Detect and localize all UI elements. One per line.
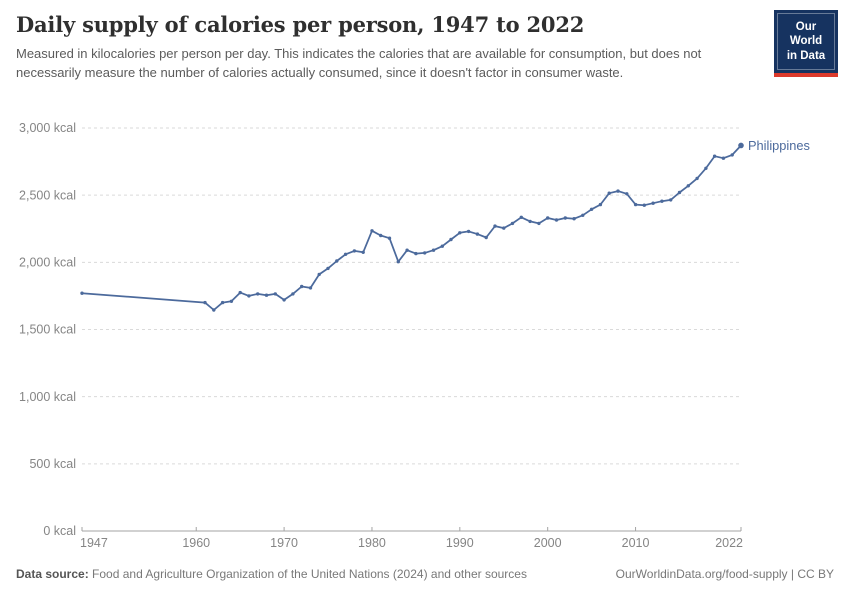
data-point [537,221,541,226]
x-tick-label: 1947 [80,536,108,550]
data-point [589,207,594,211]
data-point [229,299,234,303]
data-point [642,203,646,207]
x-tick-label: 1980 [358,536,386,550]
data-point [256,292,260,296]
data-point [247,294,251,298]
x-tick-label: 1990 [446,536,474,550]
data-source-label: Data source: [16,567,89,581]
data-point [677,190,682,195]
x-tick-label: 1970 [270,536,298,550]
data-point [317,272,321,277]
data-point [493,224,497,228]
data-point [458,231,462,235]
data-point [282,298,286,302]
data-point [326,266,330,271]
data-point [581,213,585,217]
data-point [466,229,471,234]
data-point [220,300,225,305]
data-point [387,236,392,240]
data-point [704,166,708,170]
data-point [343,252,348,256]
x-tick-label: 1960 [182,536,210,550]
y-tick-label: 0 kcal [43,524,76,538]
chart-footer: Data source: Food and Agriculture Organi… [16,567,834,581]
data-point [308,286,313,290]
data-point [352,249,357,253]
data-point [203,300,207,305]
y-tick-label: 2,000 kcal [19,256,76,270]
y-tick-label: 1,500 kcal [19,323,76,337]
data-point [502,226,506,230]
data-point [730,153,734,157]
data-point [423,251,427,255]
data-point [238,290,242,295]
data-point [695,176,699,181]
data-source-note: Data source: Food and Agriculture Organi… [16,567,527,581]
data-endpoint-dot [738,142,744,149]
data-point [212,308,216,312]
data-point [563,216,567,220]
series-label-philippines[interactable]: Philippines [748,138,810,153]
data-point [528,219,532,224]
data-point [554,218,559,222]
y-tick-label: 2,500 kcal [19,188,76,202]
y-tick-label: 500 kcal [29,457,76,471]
data-point [484,235,488,240]
data-point [712,154,717,158]
data-point [379,233,383,238]
owid-logo-text: Our World in Data [774,10,838,74]
data-point [572,217,576,221]
data-point [431,248,436,252]
data-point [273,292,277,296]
data-point [405,248,409,252]
data-point [264,293,269,297]
owid-logo-line2: in Data [786,49,826,62]
data-point [80,291,84,295]
data-point [651,201,655,205]
owid-logo-line1: Our World [789,21,823,48]
data-point [361,250,365,254]
data-point [598,202,603,207]
owid-logo[interactable]: Our World in Data [774,10,838,78]
data-line-philippines [81,144,742,311]
owid-logo-red-bar [774,73,838,78]
data-point [510,221,515,226]
data-point [633,202,638,207]
data-point [721,156,726,160]
data-point [669,198,673,202]
data-point [616,189,620,193]
chart-header: Daily supply of calories per person, 194… [16,10,838,82]
data-source-text: Food and Agriculture Organization of the… [88,567,527,581]
data-point [607,191,611,195]
y-tick-label: 3,000 kcal [19,121,76,135]
data-point [519,215,523,219]
data-point [370,229,374,233]
data-point [440,244,444,248]
x-tick-label: 2000 [534,536,562,550]
data-point [291,292,295,296]
data-point [686,184,690,188]
data-point [414,251,418,256]
x-tick-label: 2010 [622,536,650,550]
data-point [335,259,339,263]
data-point [449,237,453,242]
x-tick-label: 2022 [715,536,743,550]
chart-title: Daily supply of calories per person, 194… [16,12,585,37]
data-point [625,192,629,196]
chart-subtitle: Measured in kilocalories per person per … [16,46,702,80]
data-point [300,284,304,289]
y-tick-label: 1,000 kcal [19,390,76,404]
data-point [546,216,550,220]
data-point [660,199,664,203]
owid-url-link[interactable]: OurWorldinData.org/food-supply | CC BY [615,567,834,581]
data-point [396,260,400,264]
data-point [475,232,480,236]
